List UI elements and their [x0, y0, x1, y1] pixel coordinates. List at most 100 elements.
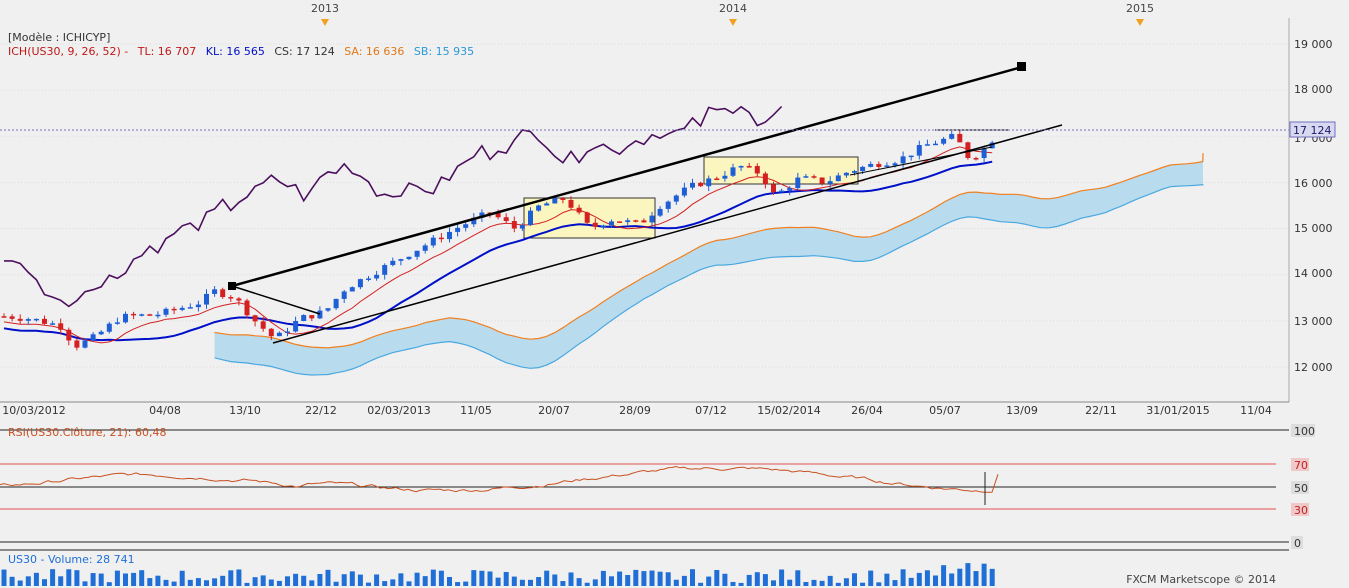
- date-label: 07/12: [695, 404, 727, 417]
- candle-body: [552, 198, 558, 204]
- volume-bar: [730, 581, 736, 586]
- upper-channel-line[interactable]: [231, 65, 1023, 288]
- candle-body: [714, 178, 720, 180]
- volume-bar: [382, 581, 388, 586]
- senkou-b-line: [214, 183, 1204, 376]
- volume-bar: [528, 579, 533, 586]
- candle-body: [779, 190, 785, 193]
- candle-body: [868, 163, 874, 167]
- candle-body: [479, 212, 485, 218]
- candle-body: [843, 172, 849, 176]
- volume-bar: [916, 572, 922, 586]
- upper-line-end-handle[interactable]: [1017, 62, 1026, 71]
- volume-bar: [357, 574, 363, 586]
- candle-body: [681, 187, 687, 196]
- volume-bar: [803, 582, 809, 586]
- volume-bar: [536, 577, 542, 586]
- candle-body: [139, 314, 145, 316]
- candle-body: [382, 265, 388, 275]
- candle-body: [414, 250, 420, 257]
- candle-body: [430, 237, 436, 246]
- volume-bar: [698, 582, 704, 586]
- year-2015: 2015: [1126, 2, 1154, 15]
- price-tick: 13 000: [1294, 315, 1333, 328]
- candle-body: [811, 176, 817, 178]
- upper-line-start-handle[interactable]: [228, 282, 236, 290]
- candle-body: [949, 133, 955, 139]
- candle-body: [58, 323, 64, 330]
- volume-bar: [657, 571, 663, 586]
- price-axis: 19 000 18 000 17 000 16 000 15 000 14 00…: [1288, 18, 1336, 402]
- candle-body: [908, 155, 914, 158]
- candle-body: [528, 210, 533, 226]
- correction-line[interactable]: [231, 285, 321, 315]
- volume-bar: [479, 570, 485, 586]
- volume-bar: [406, 581, 412, 586]
- candle-body: [924, 144, 930, 146]
- candle-body: [495, 212, 501, 218]
- volume-bar: [843, 578, 849, 586]
- volume-bar: [74, 570, 80, 586]
- date-axis: 10/03/2012 04/08 13/10 22/12 02/03/2013 …: [0, 401, 1289, 417]
- rsi-level-50: 50: [1294, 482, 1308, 495]
- rsi-level-100: 100: [1294, 425, 1315, 438]
- volume-bar: [989, 568, 995, 586]
- volume-bar: [414, 572, 420, 586]
- volume-bar: [390, 579, 396, 586]
- candle-body: [325, 308, 331, 311]
- candle-body: [171, 308, 177, 311]
- volume-bar: [779, 569, 785, 586]
- sa-label: SA: 16 636: [344, 45, 404, 58]
- current-price-badge: [1289, 121, 1336, 138]
- candle-body: [900, 156, 906, 164]
- candle-body: [333, 298, 339, 309]
- candle-body: [455, 227, 461, 232]
- candle-body: [916, 145, 922, 156]
- candle-body: [123, 313, 128, 323]
- year-marker-2013-icon: [321, 19, 329, 26]
- candle-body: [965, 142, 971, 159]
- volume-bar: [795, 570, 801, 586]
- volume-bar: [819, 580, 825, 586]
- candle-body: [341, 291, 347, 299]
- main-grid: [0, 43, 1289, 368]
- candle-body: [438, 237, 444, 240]
- volume-bar: [722, 573, 728, 586]
- date-label: 10/03/2012: [2, 404, 65, 417]
- candle-body: [422, 245, 428, 251]
- volume-bar: [706, 576, 712, 586]
- candle-body: [787, 188, 793, 191]
- volume-bar: [398, 573, 404, 586]
- rsi-level-70: 70: [1294, 459, 1308, 472]
- candle-body: [90, 334, 96, 341]
- volume-bar: [252, 577, 258, 586]
- volume-bar: [171, 581, 177, 586]
- candle-body: [236, 298, 242, 301]
- volume-bar: [746, 574, 752, 586]
- volume-bar: [860, 582, 866, 586]
- lower-channel-line[interactable]: [272, 124, 1063, 344]
- volume-bar: [511, 576, 517, 586]
- volume-bar: [941, 565, 947, 586]
- price-tick: 16 000: [1294, 177, 1333, 190]
- volume-bar: [285, 576, 290, 586]
- volume-bar: [374, 574, 380, 586]
- volume-bar: [139, 570, 145, 586]
- candle-body: [568, 199, 574, 208]
- volume-bar: [811, 579, 817, 586]
- volume-bar: [333, 581, 339, 586]
- volume-bar: [625, 574, 631, 586]
- support-line[interactable]: [849, 146, 993, 176]
- volume-bar: [33, 572, 39, 586]
- year-strip: 2013 2014 2015: [311, 2, 1154, 26]
- volume-bar: [892, 580, 898, 586]
- candle-body: [406, 256, 412, 260]
- candle-body: [374, 274, 380, 279]
- volume-bar: [852, 573, 857, 586]
- volume-bar: [762, 574, 768, 586]
- volume-bar: [617, 571, 623, 586]
- date-label: 13/09: [1006, 404, 1038, 417]
- candle-body: [884, 165, 890, 167]
- candle-body: [609, 221, 614, 226]
- volume-bar: [98, 573, 104, 586]
